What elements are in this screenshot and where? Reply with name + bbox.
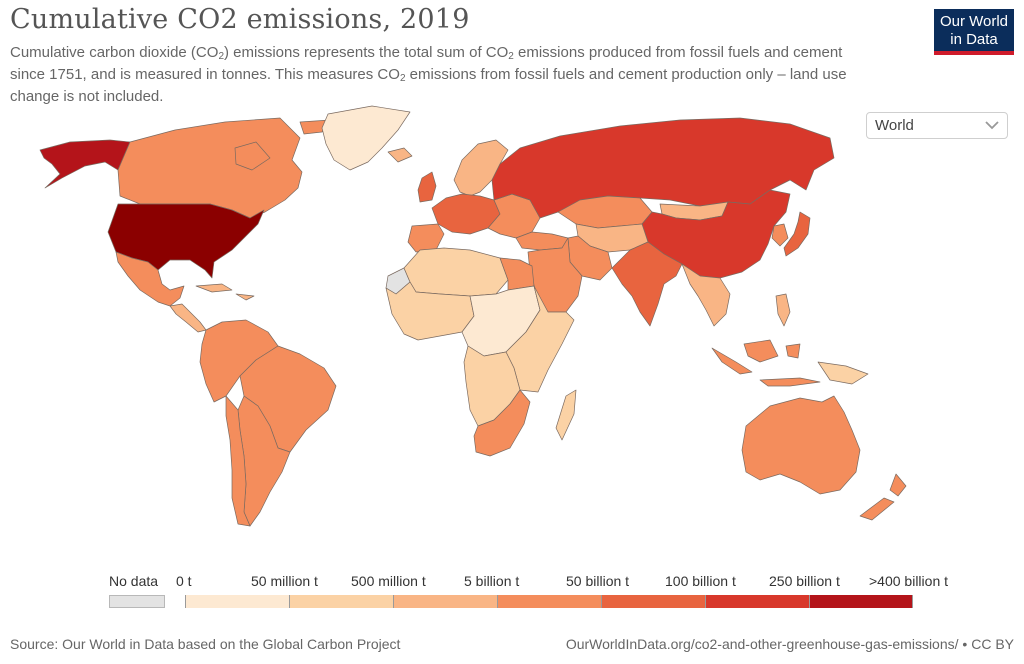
subtitle-text-4: emissions from fossil fuels and cement p… (10, 66, 847, 105)
map-region-alaska[interactable] (39, 139, 131, 189)
chevron-down-icon (984, 117, 1000, 138)
map-region-japan[interactable] (783, 211, 811, 257)
map-region-east-africa[interactable] (505, 285, 575, 393)
legend-label-0: 0 t (176, 573, 192, 589)
map-region-iceland[interactable] (387, 147, 413, 163)
map-region-uk[interactable] (417, 171, 437, 203)
owid-logo[interactable]: Our World in Data (934, 9, 1014, 55)
legend-label-5: 100 billion t (665, 573, 736, 589)
map-region-papua[interactable] (817, 361, 869, 385)
map-region-mexico[interactable] (115, 251, 185, 307)
source-note: Source: Our World in Data based on the G… (10, 636, 401, 652)
chart-subtitle: Cumulative carbon dioxide (CO2) emission… (10, 44, 870, 106)
map-region-philippines[interactable] (775, 293, 791, 327)
legend-swatch-5[interactable] (705, 595, 809, 608)
source-link[interactable]: OurWorldInData.org/co2-and-other-greenho… (565, 636, 1014, 652)
map-region-india[interactable] (611, 241, 683, 327)
legend-label-3: 5 billion t (464, 573, 520, 589)
map-region-caribbean[interactable] (195, 283, 255, 301)
chart-title: Cumulative CO2 emissions, 2019 (10, 4, 470, 35)
map-region-central-america[interactable] (169, 303, 207, 333)
legend-label-1: 50 million t (251, 573, 318, 589)
subtitle-subscript-1: 2 (218, 51, 224, 62)
region-select[interactable]: World (866, 112, 1008, 139)
region-select-value: World (875, 117, 914, 134)
legend-label-4: 50 billion t (566, 573, 630, 589)
subtitle-subscript-2: 2 (508, 51, 514, 62)
map-region-north-africa[interactable] (403, 247, 509, 297)
legend-label-6: 250 billion t (769, 573, 840, 589)
legend-swatch-2[interactable] (393, 595, 497, 608)
color-legend: No data 0 t 50 million t 500 million t 5… (0, 570, 1024, 615)
legend-swatch-0[interactable] (185, 595, 289, 608)
map-region-new-zealand[interactable] (859, 473, 907, 521)
map-region-canada[interactable] (117, 117, 331, 219)
subtitle-text-1: Cumulative carbon dioxide (CO (10, 44, 219, 61)
legend-swatch-1[interactable] (289, 595, 393, 608)
subtitle-text-3: emissions produced from fossil fuels and… (10, 44, 843, 83)
map-region-greenland[interactable] (321, 105, 411, 171)
map-region-south-africa[interactable] (473, 389, 531, 457)
map-region-chile[interactable] (225, 395, 251, 527)
map-region-iberia[interactable] (407, 223, 445, 253)
logo-line-1: Our World (939, 13, 1009, 30)
legend-label-no-data: No data (109, 573, 159, 589)
legend-swatch-6[interactable] (809, 595, 913, 608)
map-region-southeast-asia[interactable] (681, 263, 731, 327)
legend-label-2: 500 million t (351, 573, 426, 589)
map-region-australia[interactable] (741, 395, 861, 495)
logo-line-2: in Data (950, 31, 998, 48)
subtitle-subscript-3: 2 (399, 73, 406, 84)
legend-swatch-3[interactable] (497, 595, 601, 608)
legend-swatch-no-data[interactable] (109, 595, 165, 608)
map-region-korea[interactable] (771, 223, 789, 247)
subtitle-text-2: ) emissions represents the total sum of … (224, 44, 509, 61)
legend-label-last: >400 billion t (869, 573, 949, 589)
map-region-indonesia[interactable] (711, 339, 821, 387)
legend-swatch-4[interactable] (601, 595, 705, 608)
world-map (39, 105, 907, 527)
map-region-madagascar[interactable] (555, 389, 577, 441)
